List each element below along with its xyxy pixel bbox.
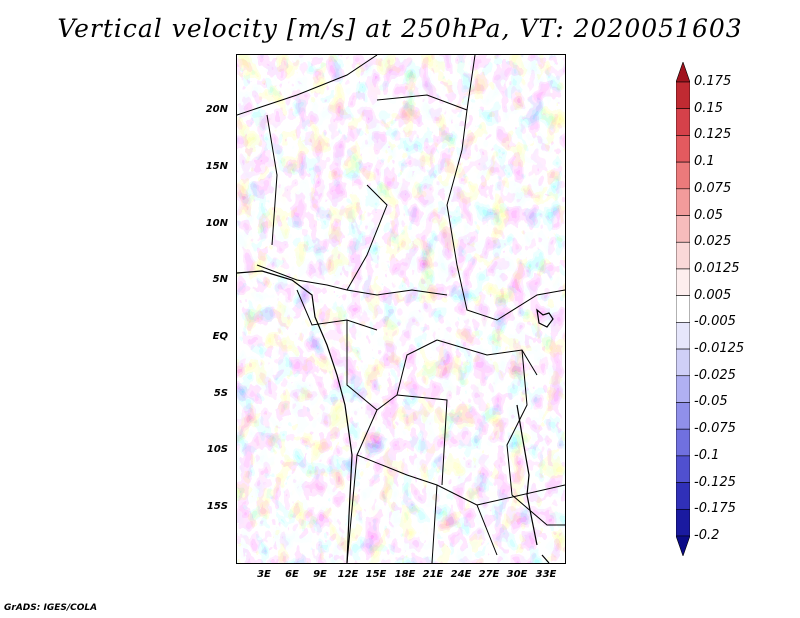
- lon-label: 3E: [257, 569, 271, 580]
- lon-label: 24E: [450, 569, 472, 580]
- coastline: [237, 270, 353, 563]
- colorbar-label: 0.05: [694, 207, 723, 223]
- colorbar-label: -0.025: [694, 367, 736, 383]
- lon-label: 15E: [365, 569, 387, 580]
- colorbar-segment: [676, 161, 690, 190]
- lat-label: 15S: [206, 501, 228, 512]
- lat-label: 5S: [213, 388, 228, 399]
- colorbar-label: 0.125: [694, 127, 732, 143]
- colorbar-top-triangle: [676, 62, 690, 83]
- colorbar-segment: [676, 268, 690, 296]
- colorbar-label: -0.005: [694, 314, 736, 330]
- lon-label: 18E: [394, 569, 416, 580]
- lon-label: 27E: [478, 569, 500, 580]
- grads-credit: GrADS: IGES/COLA: [4, 603, 98, 613]
- colorbar-segment: [676, 241, 690, 270]
- lon-label: 30E: [506, 569, 528, 580]
- colorbar-segment: [676, 375, 690, 403]
- colorbar-segment: [676, 455, 690, 483]
- lat-label: 5N: [212, 274, 228, 285]
- colorbar-label: 0.025: [694, 234, 732, 250]
- lat-label: 15N: [205, 161, 228, 172]
- colorbar-segment: [676, 402, 690, 430]
- field-shading: [237, 55, 565, 563]
- colorbar-segment: [676, 322, 690, 350]
- colorbar-label: -0.125: [694, 474, 736, 490]
- colorbar-label: -0.2: [694, 528, 720, 543]
- lakes: [516, 308, 554, 563]
- colorbar-label: 0.005: [694, 287, 732, 303]
- colorbar-segment: [676, 188, 690, 216]
- colorbar-label: -0.075: [694, 421, 736, 437]
- colorbar-label: 0.175: [694, 74, 732, 89]
- colorbar-segment: [676, 482, 690, 510]
- lon-label: 6E: [285, 569, 299, 580]
- colorbar-label: -0.175: [694, 501, 736, 517]
- lon-label: 9E: [313, 569, 327, 580]
- colorbar-label: -0.1: [694, 447, 720, 463]
- colorbar-bottom-triangle: [676, 535, 690, 556]
- colorbar-segment: [676, 108, 690, 136]
- colorbar-label: 0.0125: [694, 260, 740, 276]
- colorbar-segment: [676, 508, 690, 537]
- colorbar-label: 0.15: [694, 100, 723, 116]
- colorbar-segment: [676, 81, 690, 110]
- colorbar-segment: [676, 428, 690, 457]
- lat-label: 20N: [205, 104, 228, 115]
- colorbar-segment: [676, 215, 690, 243]
- vertical-velocity-map: [236, 54, 566, 564]
- map-title: Vertical velocity [m/s] at 250hPa, VT: 2…: [57, 14, 743, 43]
- lon-label: 12E: [337, 569, 359, 580]
- colorbar-label: 0.075: [694, 180, 732, 196]
- country-borders: [237, 55, 565, 563]
- map-field-svg: [237, 55, 565, 563]
- lon-label: 21E: [422, 569, 444, 580]
- colorbar-segment: [676, 295, 690, 323]
- colorbar-segment: [676, 348, 690, 377]
- colorbar-label: -0.05: [694, 394, 728, 410]
- lat-label: 10N: [205, 218, 228, 229]
- lat-label: EQ: [212, 331, 228, 342]
- colorbar: [676, 62, 690, 556]
- lon-label: 33E: [535, 569, 557, 580]
- colorbar-label: 0.1: [694, 154, 715, 170]
- lat-label: 10S: [206, 444, 228, 455]
- colorbar-label: -0.0125: [694, 341, 745, 357]
- colorbar-segment: [676, 135, 690, 163]
